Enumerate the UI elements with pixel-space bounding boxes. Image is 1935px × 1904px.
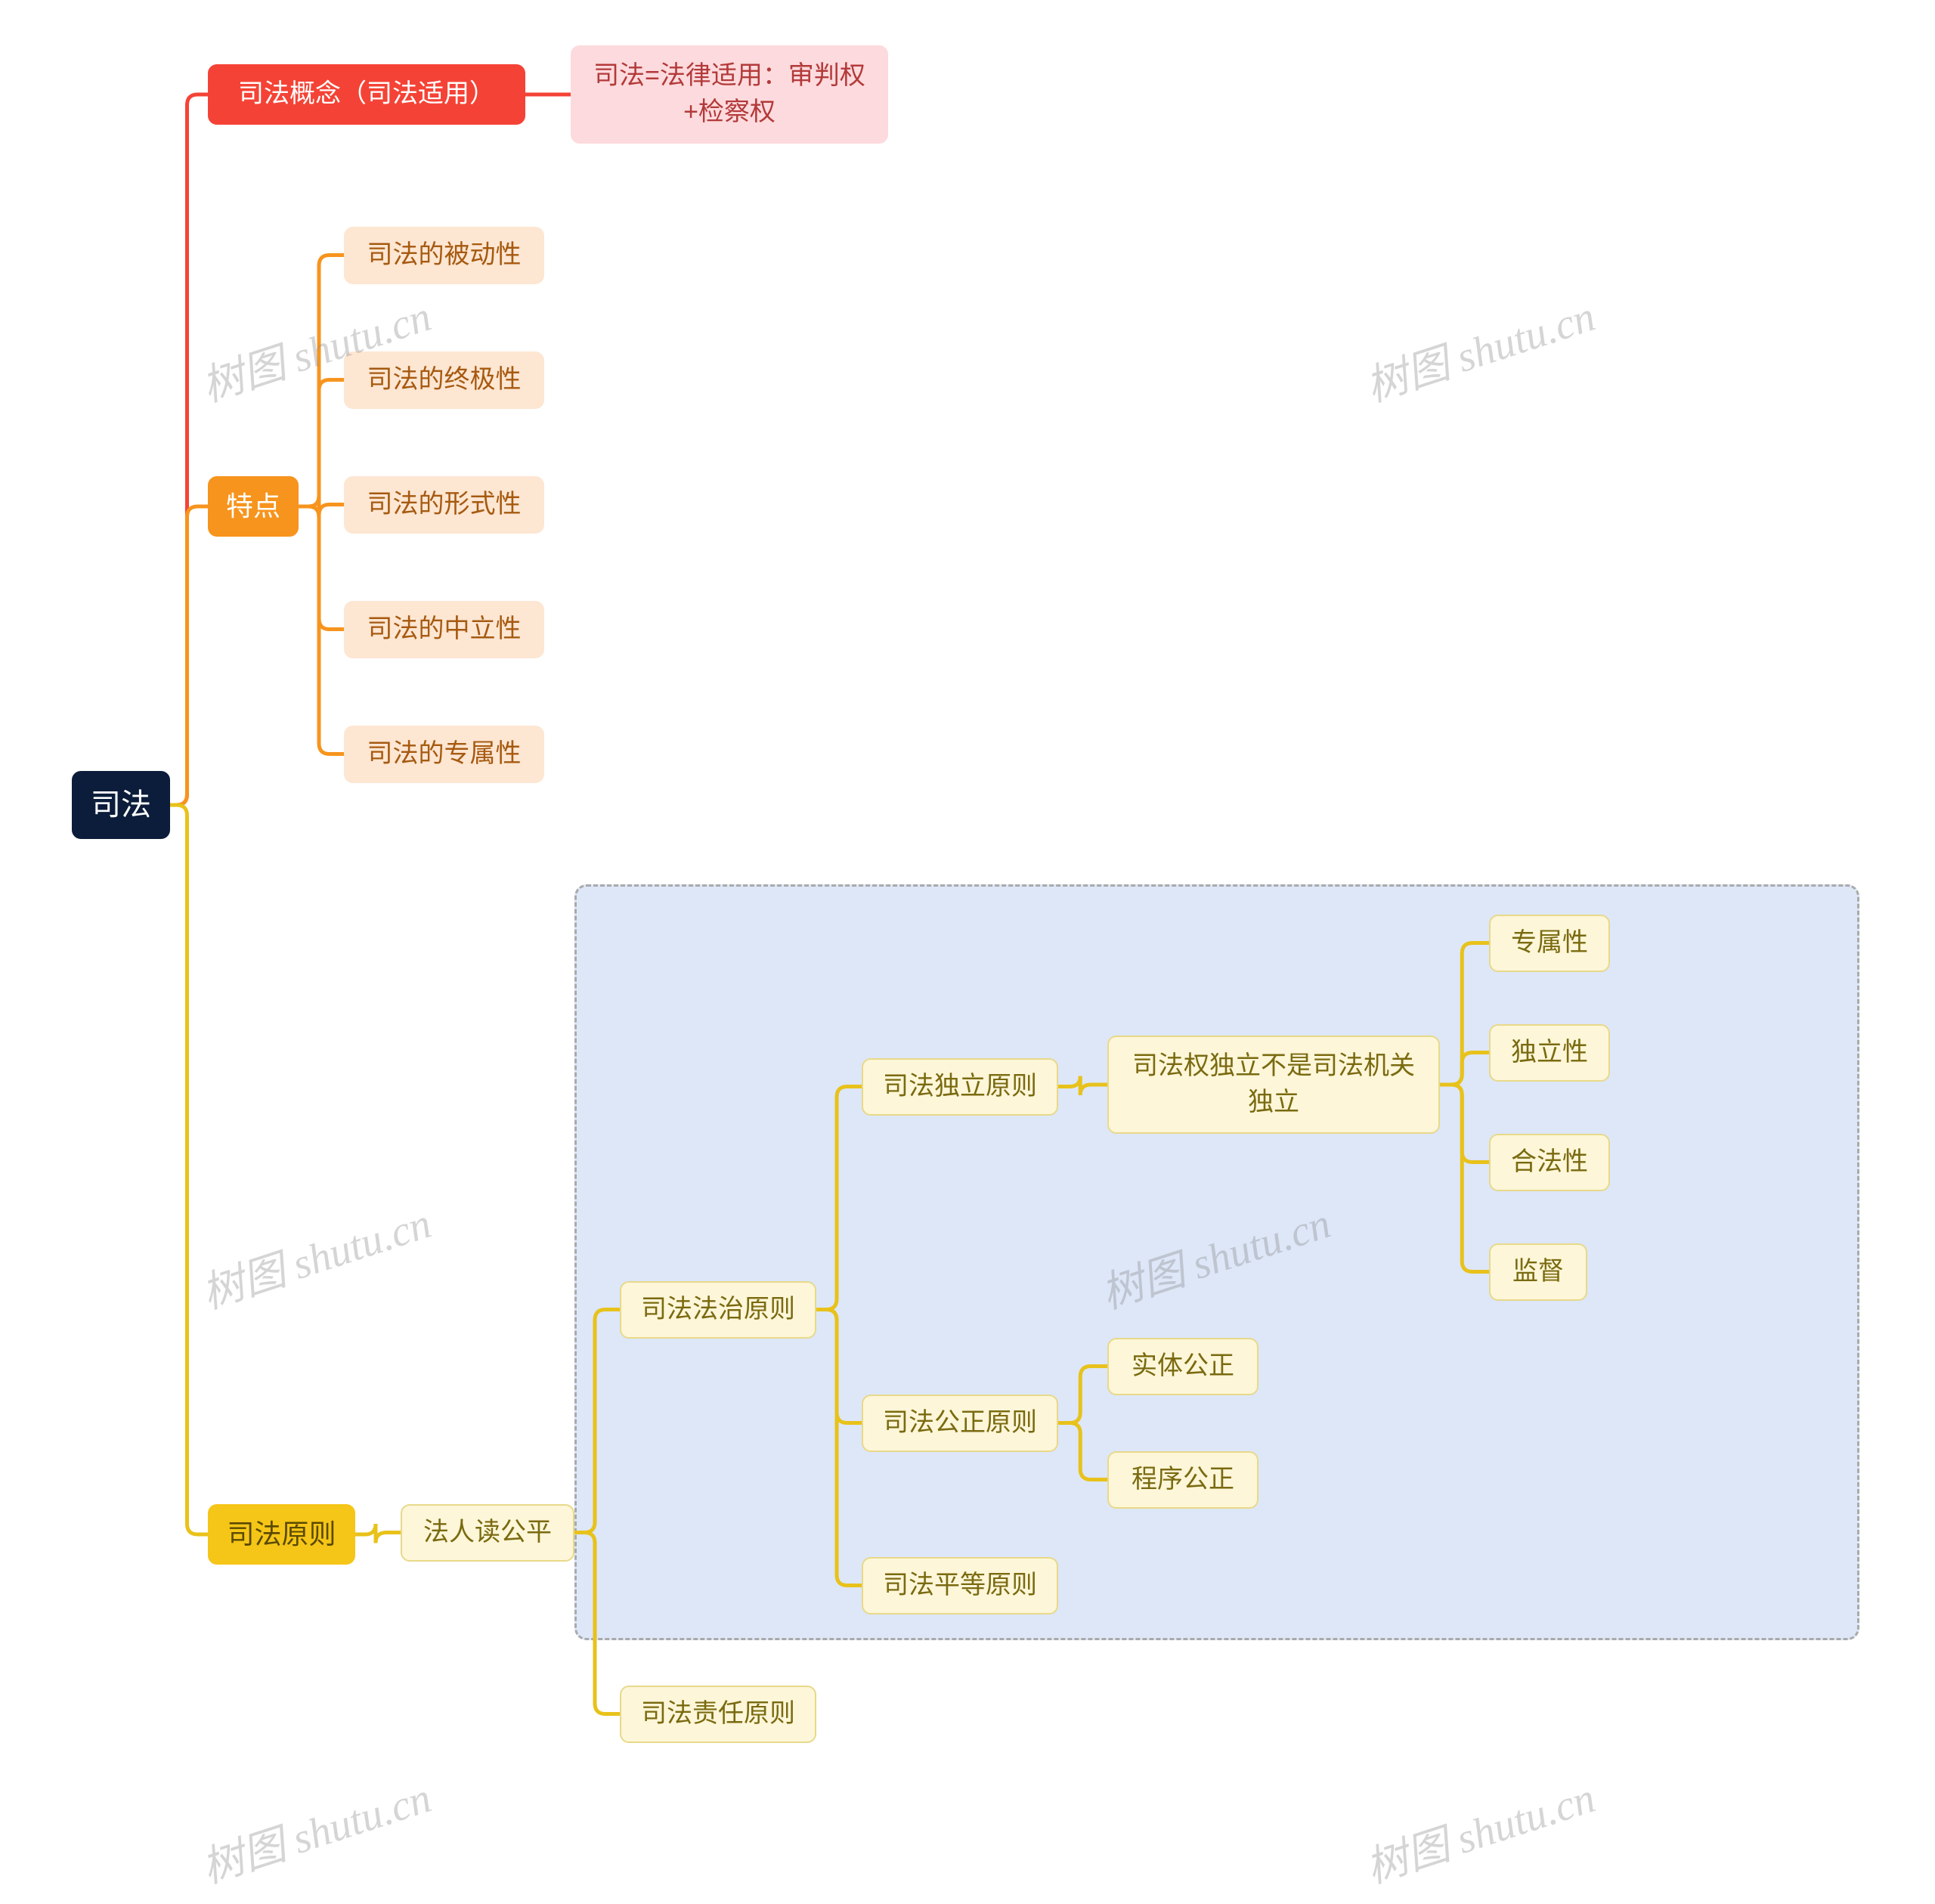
node-ind-supervise[interactable]: 监督 [1489, 1243, 1587, 1301]
node-root[interactable]: 司法 [72, 771, 170, 839]
node-feature-formal[interactable]: 司法的形式性 [344, 476, 544, 534]
node-feature-formal-label: 司法的形式性 [367, 487, 522, 523]
node-features-label: 特点 [226, 488, 280, 525]
node-ruleoflaw[interactable]: 司法法治原则 [620, 1281, 816, 1339]
node-root-label: 司法 [91, 784, 151, 826]
node-ind-supervise-label: 监督 [1512, 1254, 1564, 1290]
node-feature-final-label: 司法的终极性 [367, 362, 522, 398]
watermark: 树图 shutu.cn [1357, 282, 1602, 413]
node-feature-final[interactable]: 司法的终极性 [344, 351, 544, 409]
node-justice-substantive-label: 实体公正 [1132, 1348, 1234, 1385]
node-ind-independent-label: 独立性 [1511, 1035, 1588, 1071]
node-features[interactable]: 特点 [208, 476, 299, 537]
node-justice-substantive[interactable]: 实体公正 [1107, 1338, 1259, 1395]
node-independence-label: 司法独立原则 [883, 1069, 1037, 1105]
watermark: 树图 shutu.cn [193, 1189, 438, 1320]
node-ind-exclusive-label: 专属性 [1511, 925, 1588, 961]
node-feature-neutral[interactable]: 司法的中立性 [344, 601, 544, 658]
watermark: 树图 shutu.cn [193, 1763, 438, 1895]
node-concept[interactable]: 司法概念（司法适用） [208, 64, 525, 125]
node-responsibility[interactable]: 司法责任原则 [620, 1686, 816, 1743]
group-box-principles [574, 884, 1859, 1640]
watermark: 树图 shutu.cn [1357, 1763, 1602, 1895]
node-ind-legal-label: 合法性 [1511, 1144, 1588, 1181]
node-equality[interactable]: 司法平等原则 [862, 1557, 1058, 1615]
node-ind-independent[interactable]: 独立性 [1489, 1024, 1610, 1082]
node-principles-label: 司法原则 [227, 1515, 336, 1553]
node-ruleoflaw-label: 司法法治原则 [641, 1292, 795, 1328]
node-concept-detail-label: 司法=法律适用：审判权+检察权 [587, 58, 872, 130]
node-ind-exclusive[interactable]: 专属性 [1489, 915, 1610, 972]
node-fairness-label: 法人读公平 [423, 1515, 552, 1551]
node-feature-exclusive-label: 司法的专属性 [367, 736, 522, 772]
node-fairness[interactable]: 法人读公平 [401, 1504, 574, 1562]
node-justice-procedural[interactable]: 程序公正 [1107, 1451, 1259, 1509]
node-ind-legal[interactable]: 合法性 [1489, 1134, 1610, 1191]
node-feature-neutral-label: 司法的中立性 [367, 611, 522, 648]
node-responsibility-label: 司法责任原则 [641, 1696, 795, 1732]
node-justice-label: 司法公正原则 [883, 1405, 1037, 1441]
node-concept-label: 司法概念（司法适用） [238, 76, 495, 113]
node-justice-procedural-label: 程序公正 [1132, 1462, 1234, 1498]
node-independence-detail[interactable]: 司法权独立不是司法机关独立 [1107, 1036, 1440, 1134]
node-independence[interactable]: 司法独立原则 [862, 1058, 1058, 1116]
node-feature-passive[interactable]: 司法的被动性 [344, 227, 544, 284]
node-concept-detail[interactable]: 司法=法律适用：审判权+检察权 [571, 45, 888, 144]
node-feature-exclusive[interactable]: 司法的专属性 [344, 726, 544, 783]
node-justice[interactable]: 司法公正原则 [862, 1395, 1058, 1452]
node-independence-detail-label: 司法权独立不是司法机关独立 [1124, 1048, 1423, 1120]
node-feature-passive-label: 司法的被动性 [367, 237, 522, 274]
node-equality-label: 司法平等原则 [883, 1568, 1037, 1604]
node-principles[interactable]: 司法原则 [208, 1504, 355, 1565]
